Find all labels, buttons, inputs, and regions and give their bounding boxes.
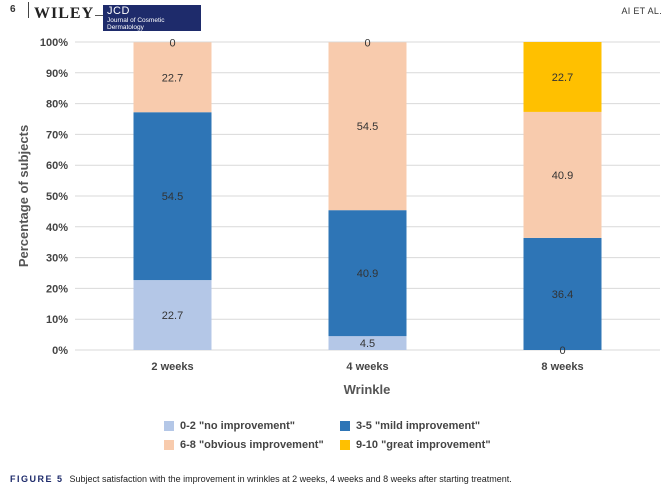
journal-abbreviation: JCD (107, 5, 130, 17)
data-label: 0 (169, 37, 175, 49)
data-label: 54.5 (162, 191, 183, 203)
legend-label: 9-10 "great improvement" (356, 439, 491, 451)
bar-data-labels: 22.7 54.5 22.7 0 4.5 40.9 54.5 0 0 36.4 40.9 22.7 (162, 37, 573, 357)
data-label: 40.9 (552, 170, 573, 182)
journal-name: Journal of Cosmetic Dermatology (107, 17, 165, 31)
legend-swatch (340, 421, 350, 431)
bar-segment (523, 42, 602, 112)
y-axis-ticks: 0% 10% 20% 30% 40% 50% 60% 70% 80% 90% 100% (40, 37, 68, 357)
header-divider (28, 2, 29, 18)
bars (133, 42, 602, 350)
bar-segment (133, 280, 212, 350)
data-label: 22.7 (552, 72, 573, 84)
legend-swatch (340, 440, 350, 450)
y-tick-label: 40% (46, 222, 68, 234)
y-tick-label: 80% (46, 99, 68, 111)
bar-segment (523, 237, 602, 350)
page-number: 6 (10, 4, 16, 15)
y-tick-label: 10% (46, 314, 68, 326)
x-tick-label: 8 weeks (541, 361, 583, 373)
stacked-bar-chart: 0% 10% 20% 30% 40% 50% 60% 70% 80% 90% 100% 22.7 54… (16, 37, 660, 397)
data-label: 0 (364, 37, 370, 49)
page-header: 6 WILEY JCD Journal of Cosmetic Dermatol… (0, 0, 670, 31)
legend-swatch (164, 440, 174, 450)
bar-segment (328, 336, 407, 350)
x-axis-ticks: 2 weeks 4 weeks 8 weeks (151, 361, 583, 373)
data-label: 0 (559, 345, 565, 357)
legend-item-no-improvement: 0-2 "no improvement" (164, 420, 295, 432)
caption-text: Subject satisfaction with the improvemen… (69, 474, 512, 484)
legend-item-mild-improvement: 3-5 "mild improvement" (340, 420, 480, 432)
y-axis-title: Percentage of subjects (16, 125, 31, 267)
publisher-logo: WILEY (34, 5, 95, 22)
data-label: 54.5 (357, 121, 378, 133)
y-tick-label: 50% (46, 191, 68, 203)
running-head: AI ET AL. (621, 6, 662, 16)
legend-item-great-improvement: 9-10 "great improvement" (340, 439, 491, 451)
legend-label: 3-5 "mild improvement" (356, 420, 481, 432)
figure-caption: FIGURE 5 Subject satisfaction with the im… (10, 474, 512, 484)
bar-segment (328, 42, 407, 211)
y-tick-label: 20% (46, 283, 68, 295)
y-tick-label: 60% (46, 160, 68, 172)
legend-item-obvious-improvement: 6-8 "obvious improvement" (164, 439, 324, 451)
bar-segment (133, 112, 212, 281)
y-tick-label: 90% (46, 68, 68, 80)
bar-segment (523, 111, 602, 238)
x-axis-title: Wrinkle (344, 382, 391, 397)
publisher-rule (95, 15, 105, 16)
legend-label: 0-2 "no improvement" (180, 420, 295, 432)
x-tick-label: 4 weeks (346, 361, 388, 373)
legend-label: 6-8 "obvious improvement" (180, 439, 324, 451)
figure-label: FIGURE 5 (10, 474, 64, 484)
y-tick-label: 100% (40, 37, 68, 49)
bar-segment (328, 210, 407, 337)
data-label: 36.4 (552, 289, 573, 301)
journal-logo: JCD Journal of Cosmetic Dermatology (103, 5, 201, 31)
legend-swatch (164, 421, 174, 431)
y-tick-label: 70% (46, 129, 68, 141)
bar-segment (133, 42, 212, 113)
data-label: 4.5 (360, 338, 375, 350)
y-tick-label: 30% (46, 253, 68, 265)
data-label: 22.7 (162, 72, 183, 84)
x-tick-label: 2 weeks (151, 361, 193, 373)
data-label: 40.9 (357, 268, 378, 280)
y-tick-label: 0% (52, 345, 68, 357)
data-label: 22.7 (162, 310, 183, 322)
